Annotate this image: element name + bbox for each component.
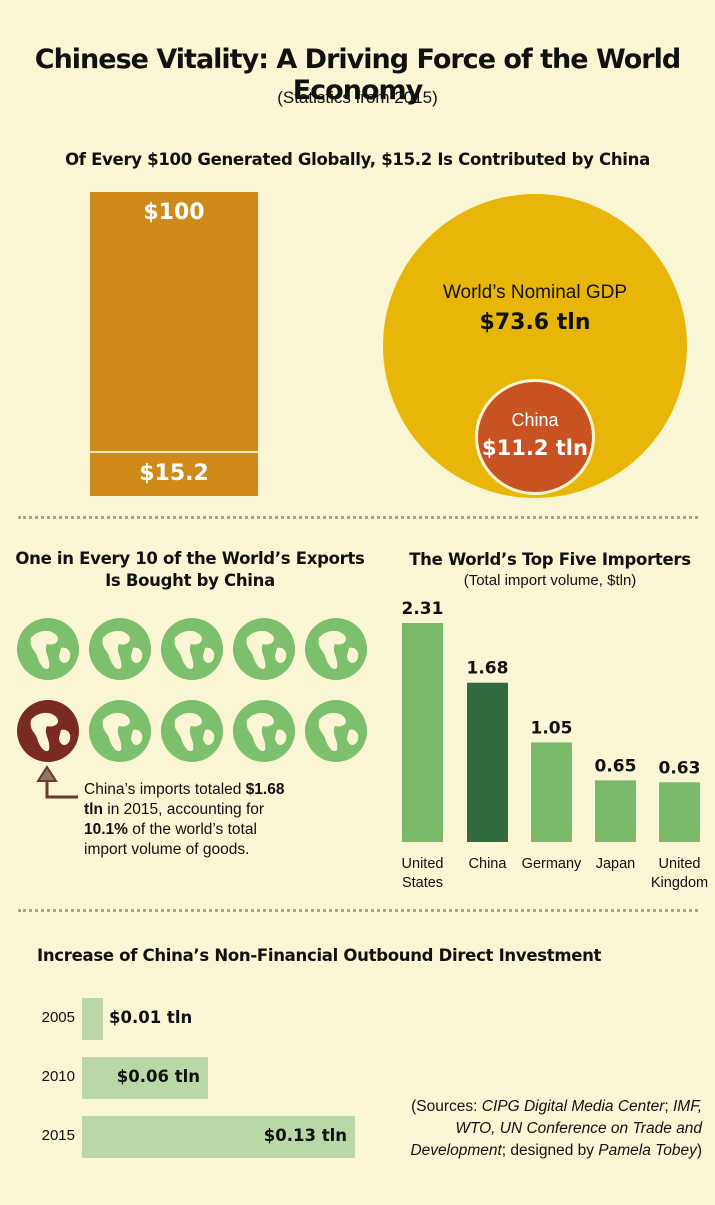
importer-value-label: 1.05 bbox=[531, 718, 573, 738]
gdp-section-heading: Of Every $100 Generated Globally, $15.2 … bbox=[65, 150, 650, 169]
exports-heading: One in Every 10 of the World’s Exports I… bbox=[10, 548, 370, 592]
globe-icon bbox=[89, 618, 151, 680]
importer-bar bbox=[467, 682, 508, 842]
globe-icon bbox=[161, 618, 223, 680]
sources-text: ; designed by bbox=[501, 1142, 599, 1159]
sources-note: (Sources: CIPG Digital Media Center; IMF… bbox=[380, 1096, 702, 1162]
bar-china-label: $15.2 bbox=[139, 461, 209, 486]
bar-total-label: $100 bbox=[143, 200, 205, 225]
importer-value-label: 0.65 bbox=[595, 756, 637, 776]
globe-icon bbox=[89, 700, 151, 762]
exports-heading-line1: One in Every 10 of the World’s Exports bbox=[15, 549, 365, 568]
investment-year-label: 2005 bbox=[41, 1009, 75, 1026]
world-gdp-label: World’s Nominal GDP bbox=[442, 282, 628, 303]
investment-bar bbox=[82, 1057, 208, 1099]
globe-icon bbox=[305, 618, 367, 680]
sources-text: ; bbox=[664, 1098, 673, 1115]
section-divider bbox=[18, 516, 698, 519]
note-text: of the world’s total import volume of go… bbox=[84, 821, 257, 858]
importer-category-label: China bbox=[469, 856, 508, 872]
importers-heading: The World’s Top Five Importers bbox=[409, 550, 691, 569]
note-text: in 2015, accounting for bbox=[102, 801, 265, 818]
china-gdp-circle bbox=[475, 379, 595, 495]
exports-heading-line2: Is Bought by China bbox=[105, 571, 275, 590]
china-share-divider bbox=[90, 451, 258, 453]
section-divider bbox=[18, 909, 698, 912]
importer-category-label: States bbox=[402, 875, 443, 891]
globe-icon bbox=[161, 700, 223, 762]
importer-value-label: 1.68 bbox=[467, 659, 509, 679]
page-subtitle: (Statistics from 2015) bbox=[277, 88, 438, 107]
importer-category-label: United bbox=[659, 856, 701, 872]
investment-year-label: 2015 bbox=[41, 1127, 75, 1144]
importer-value-label: 0.63 bbox=[659, 758, 701, 778]
page-title: Chinese Vitality: A Driving Force of the… bbox=[34, 44, 681, 106]
note-import-value: $1.68 tln bbox=[84, 781, 285, 818]
china-gdp-label: China bbox=[511, 410, 559, 430]
importer-bar bbox=[595, 780, 636, 842]
globe-icon bbox=[233, 618, 295, 680]
importer-bar bbox=[659, 782, 700, 842]
importer-category-label: Germany bbox=[522, 856, 582, 872]
importer-bar bbox=[531, 742, 572, 842]
importer-category-label: United bbox=[402, 856, 444, 872]
globe-icon bbox=[17, 618, 79, 680]
sources-text: IMF, WTO, UN Conference on Trade and Dev… bbox=[410, 1098, 702, 1159]
note-import-share: 10.1% bbox=[84, 821, 128, 838]
investment-value-label: $0.06 tln bbox=[116, 1067, 200, 1086]
investment-value-label: $0.13 tln bbox=[263, 1126, 347, 1145]
investment-value-label: $0.01 tln bbox=[109, 1008, 193, 1027]
importer-category-label: Kingdom bbox=[651, 875, 708, 891]
globe-icon bbox=[233, 700, 295, 762]
investment-year-label: 2010 bbox=[41, 1068, 75, 1085]
pointer-arrow-icon bbox=[36, 765, 78, 799]
hundred-dollar-bar bbox=[90, 192, 258, 496]
globe-icon bbox=[305, 700, 367, 762]
sources-text: ) bbox=[696, 1142, 702, 1159]
sources-text: Pamela Tobey bbox=[598, 1142, 697, 1159]
importer-bar bbox=[402, 623, 443, 842]
sources-text: (Sources: bbox=[411, 1098, 482, 1115]
china-gdp-value: $11.2 tln bbox=[482, 436, 588, 460]
sources-text: CIPG Digital Media Center bbox=[481, 1098, 665, 1115]
importer-category-label: Japan bbox=[596, 856, 636, 872]
importer-value-label: 2.31 bbox=[402, 599, 444, 619]
note-text: China’s imports totaled bbox=[84, 781, 246, 798]
importers-subheading: (Total import volume, $tln) bbox=[463, 572, 637, 589]
investment-heading: Increase of China’s Non-Financial Outbou… bbox=[37, 946, 602, 965]
china-globe-icon bbox=[17, 700, 79, 762]
imports-note: China’s imports totaled $1.68 tln in 201… bbox=[84, 780, 304, 860]
world-gdp-value: $73.6 tln bbox=[479, 310, 591, 335]
investment-bar bbox=[82, 998, 103, 1040]
importers-chart: 2.31 United States 1.68 China 1.05 Germany 0.65… bbox=[402, 599, 709, 891]
investment-bar bbox=[82, 1116, 355, 1158]
